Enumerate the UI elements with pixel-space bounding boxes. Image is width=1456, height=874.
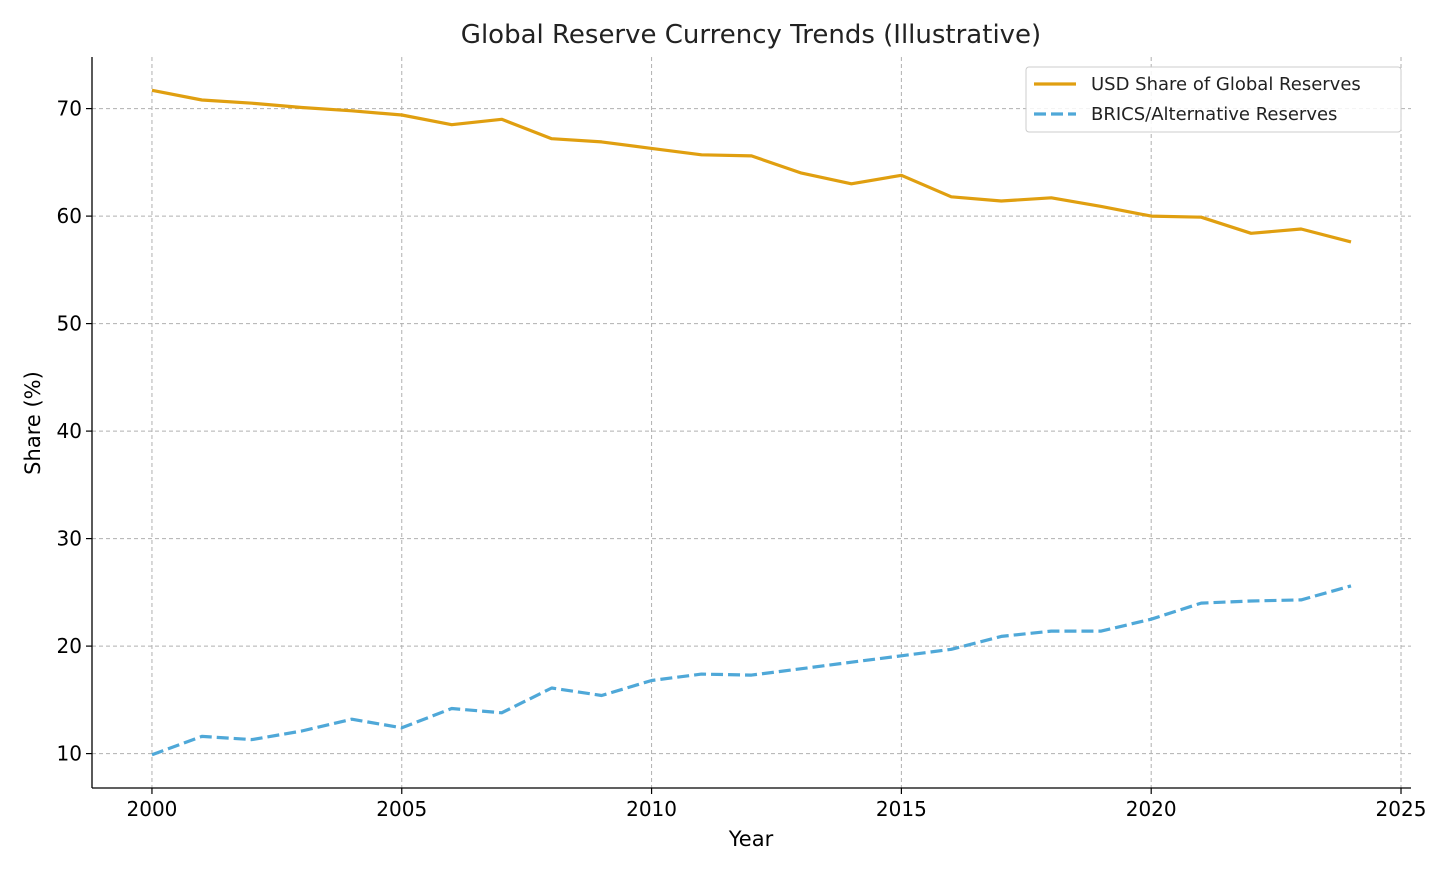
y-tick-label-30: 30 bbox=[57, 527, 82, 551]
x-tick-label-2005: 2005 bbox=[376, 797, 427, 821]
legend-label-usd-share: USD Share of Global Reserves bbox=[1091, 74, 1361, 95]
legend-label-brics-alternative: BRICS/Alternative Reserves bbox=[1091, 104, 1337, 125]
y-tick-label-20: 20 bbox=[57, 634, 82, 658]
x-tick-label-2015: 2015 bbox=[876, 797, 927, 821]
x-axis-title: Year bbox=[728, 827, 774, 851]
x-tick-label-2000: 2000 bbox=[127, 797, 178, 821]
legend-box bbox=[1025, 66, 1402, 133]
x-tick-label-2020: 2020 bbox=[1126, 797, 1177, 821]
y-axis-title: Share (%) bbox=[21, 371, 45, 475]
x-tick-label-2010: 2010 bbox=[626, 797, 677, 821]
grid bbox=[92, 57, 1411, 788]
x-tick-label-2025: 2025 bbox=[1376, 797, 1427, 821]
y-tick-label-40: 40 bbox=[57, 419, 82, 443]
series-line-brics-alternative bbox=[151, 584, 1352, 757]
y-tick-label-10: 10 bbox=[57, 742, 82, 766]
y-tick-label-50: 50 bbox=[57, 312, 82, 336]
tick-labels: 2000 2005 2010 2015 2020 2025 10 20 30 40 50 60 70 bbox=[57, 97, 1427, 821]
axes bbox=[86, 57, 1411, 794]
series-layer bbox=[151, 88, 1352, 757]
series-line-usd-share bbox=[151, 88, 1352, 244]
chart-title: Global Reserve Currency Trends (Illustra… bbox=[461, 20, 1041, 50]
legend: USD Share of Global Reserves BRICS/Altern… bbox=[1025, 66, 1402, 133]
y-tick-label-60: 60 bbox=[57, 204, 82, 228]
y-tick-label-70: 70 bbox=[57, 97, 82, 121]
